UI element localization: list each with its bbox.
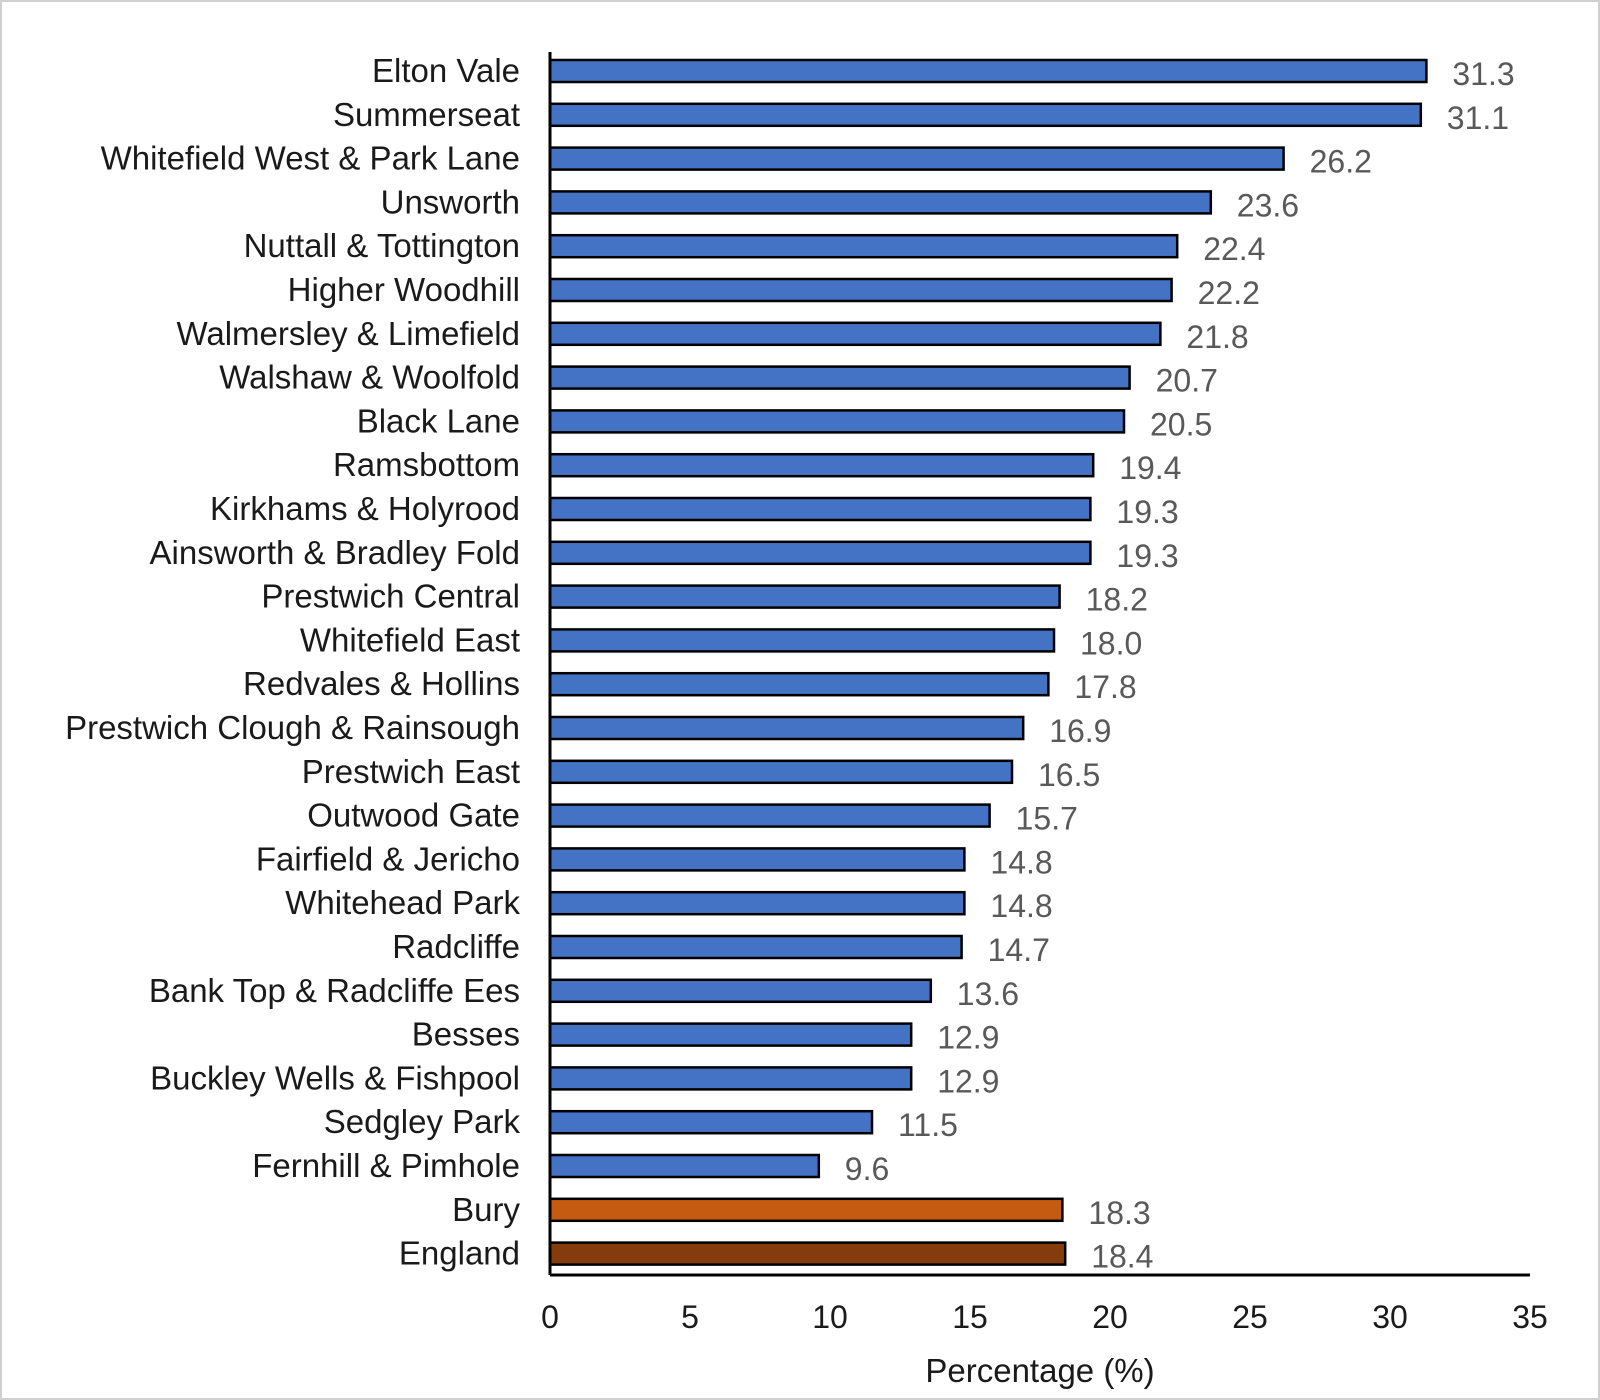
value-label-bury: 18.3 bbox=[1088, 1195, 1150, 1231]
category-label-walmersley-and-limefield: Walmersley & Limefield bbox=[176, 315, 520, 352]
value-label-radcliffe: 14.7 bbox=[988, 932, 1050, 968]
bar-summerseat bbox=[548, 102, 1423, 128]
bar-whitefield-east bbox=[548, 628, 1056, 653]
value-label-fairfield-and-jericho: 14.8 bbox=[990, 844, 1052, 880]
bar-besses bbox=[548, 1022, 913, 1047]
category-label-prestwich-central: Prestwich Central bbox=[261, 578, 520, 615]
category-label-sedgley-park: Sedgley Park bbox=[324, 1103, 521, 1140]
bar-prestwich-clough-and-rainsough bbox=[548, 715, 1025, 741]
category-label-whitehead-park: Whitehead Park bbox=[285, 884, 520, 921]
value-label-fernhill-and-pimhole: 9.6 bbox=[845, 1151, 889, 1187]
value-labels: 31.3 31.1 26.2 23.6 22.4 22.2 21.8 20.7 20.5 19.4… bbox=[845, 56, 1515, 1275]
bar-bank-top-and-radcliffe-ees bbox=[548, 978, 933, 1004]
bar-bury bbox=[548, 1197, 1064, 1223]
value-label-kirkhams-and-holyrood: 19.3 bbox=[1116, 494, 1178, 530]
category-label-outwood-gate: Outwood Gate bbox=[307, 797, 520, 834]
x-tick-label-20: 20 bbox=[1092, 1299, 1128, 1335]
value-label-ramsbottom: 19.4 bbox=[1119, 450, 1181, 486]
bar-fernhill-and-pimhole bbox=[548, 1153, 821, 1179]
category-label-prestwich-east: Prestwich East bbox=[302, 753, 520, 790]
value-label-walshaw-and-woolfold: 20.7 bbox=[1156, 363, 1218, 399]
x-tick-label-35: 35 bbox=[1512, 1299, 1548, 1335]
category-label-fairfield-and-jericho: Fairfield & Jericho bbox=[256, 840, 520, 877]
value-label-besses: 12.9 bbox=[937, 1020, 999, 1056]
category-label-redvales-and-hollins: Redvales & Hollins bbox=[243, 665, 520, 702]
bar-buckley-wells-and-fishpool bbox=[548, 1066, 913, 1091]
category-label-ramsbottom: Ramsbottom bbox=[333, 446, 520, 483]
bar-england bbox=[548, 1241, 1067, 1266]
category-label-fernhill-and-pimhole: Fernhill & Pimhole bbox=[252, 1147, 520, 1184]
category-label-nuttall-and-tottington: Nuttall & Tottington bbox=[244, 227, 520, 264]
category-label-elton-vale: Elton Vale bbox=[372, 52, 520, 89]
bar-prestwich-central bbox=[548, 584, 1061, 609]
bar-whitefield-west-and-park-lane bbox=[548, 146, 1285, 171]
category-label-besses: Besses bbox=[412, 1016, 520, 1053]
bar-black-lane bbox=[548, 409, 1126, 434]
value-label-sedgley-park: 11.5 bbox=[898, 1107, 958, 1143]
value-label-walmersley-and-limefield: 21.8 bbox=[1186, 319, 1248, 355]
category-label-walshaw-and-woolfold: Walshaw & Woolfold bbox=[219, 359, 520, 396]
value-label-prestwich-central: 18.2 bbox=[1086, 582, 1148, 618]
bar-whitehead-park bbox=[548, 890, 966, 916]
value-label-redvales-and-hollins: 17.8 bbox=[1074, 669, 1136, 705]
bar-radcliffe bbox=[548, 934, 963, 960]
bar-unsworth bbox=[548, 190, 1213, 215]
x-tick-label-25: 25 bbox=[1232, 1299, 1268, 1335]
category-label-unsworth: Unsworth bbox=[381, 183, 520, 220]
category-label-ainsworth-and-bradley-fold: Ainsworth & Bradley Fold bbox=[150, 534, 521, 571]
category-label-whitefield-west-and-park-lane: Whitefield West & Park Lane bbox=[101, 140, 520, 177]
category-label-buckley-wells-and-fishpool: Buckley Wells & Fishpool bbox=[150, 1059, 520, 1096]
value-label-prestwich-east: 16.5 bbox=[1038, 757, 1100, 793]
bar-fairfield-and-jericho bbox=[548, 847, 966, 872]
bars-layer bbox=[548, 58, 1428, 1266]
bar-walmersley-and-limefield bbox=[548, 321, 1162, 347]
value-label-nuttall-and-tottington: 22.4 bbox=[1203, 231, 1265, 267]
value-label-higher-woodhill: 22.2 bbox=[1198, 275, 1260, 311]
category-label-bury: Bury bbox=[452, 1191, 520, 1228]
bar-redvales-and-hollins bbox=[548, 671, 1050, 697]
value-label-prestwich-clough-and-rainsough: 16.9 bbox=[1049, 713, 1111, 749]
x-tick-label-30: 30 bbox=[1372, 1299, 1408, 1335]
x-tick-labels: 0 5 10 15 20 25 30 35 bbox=[541, 1299, 1548, 1335]
value-label-outwood-gate: 15.7 bbox=[1016, 801, 1078, 837]
x-tick-label-0: 0 bbox=[541, 1299, 559, 1335]
value-label-whitefield-west-and-park-lane: 26.2 bbox=[1310, 144, 1372, 180]
bar-elton-vale bbox=[548, 58, 1428, 84]
value-label-whitehead-park: 14.8 bbox=[990, 888, 1052, 924]
value-label-ainsworth-and-bradley-fold: 19.3 bbox=[1116, 538, 1178, 574]
category-label-higher-woodhill: Higher Woodhill bbox=[288, 271, 520, 308]
x-tick-label-15: 15 bbox=[952, 1299, 988, 1335]
bar-prestwich-east bbox=[548, 759, 1014, 785]
bar-higher-woodhill bbox=[548, 277, 1173, 303]
bar-walshaw-and-woolfold bbox=[548, 365, 1131, 390]
value-label-black-lane: 20.5 bbox=[1150, 406, 1212, 442]
bar-ramsbottom bbox=[548, 452, 1095, 478]
bar-kirkhams-and-holyrood bbox=[548, 496, 1092, 522]
value-label-bank-top-and-radcliffe-ees: 13.6 bbox=[957, 976, 1019, 1012]
value-label-buckley-wells-and-fishpool: 12.9 bbox=[937, 1063, 999, 1099]
x-tick-label-5: 5 bbox=[681, 1299, 699, 1335]
category-label-summerseat: Summerseat bbox=[333, 96, 520, 133]
value-label-summerseat: 31.1 bbox=[1447, 100, 1509, 136]
x-axis-title: Percentage (%) bbox=[925, 1352, 1154, 1389]
category-label-england: England bbox=[399, 1235, 520, 1272]
bar-nuttall-and-tottington bbox=[548, 233, 1179, 259]
category-label-kirkhams-and-holyrood: Kirkhams & Holyrood bbox=[210, 490, 520, 527]
value-label-england: 18.4 bbox=[1091, 1239, 1153, 1275]
bar-outwood-gate bbox=[548, 803, 991, 828]
x-tick-label-10: 10 bbox=[812, 1299, 848, 1335]
category-label-radcliffe: Radcliffe bbox=[392, 928, 520, 965]
category-labels: Elton Vale Summerseat Whitefield West & Pa… bbox=[65, 52, 520, 1272]
category-label-prestwich-clough-and-rainsough: Prestwich Clough & Rainsough bbox=[65, 709, 520, 746]
bar-sedgley-park bbox=[548, 1109, 874, 1135]
category-label-whitefield-east: Whitefield East bbox=[300, 621, 520, 658]
value-label-elton-vale: 31.3 bbox=[1452, 56, 1514, 92]
category-label-bank-top-and-radcliffe-ees: Bank Top & Radcliffe Ees bbox=[149, 972, 520, 1009]
bar-ainsworth-and-bradley-fold bbox=[548, 540, 1092, 566]
value-label-unsworth: 23.6 bbox=[1237, 187, 1299, 223]
value-label-whitefield-east: 18.0 bbox=[1080, 625, 1142, 661]
category-label-black-lane: Black Lane bbox=[357, 402, 520, 439]
